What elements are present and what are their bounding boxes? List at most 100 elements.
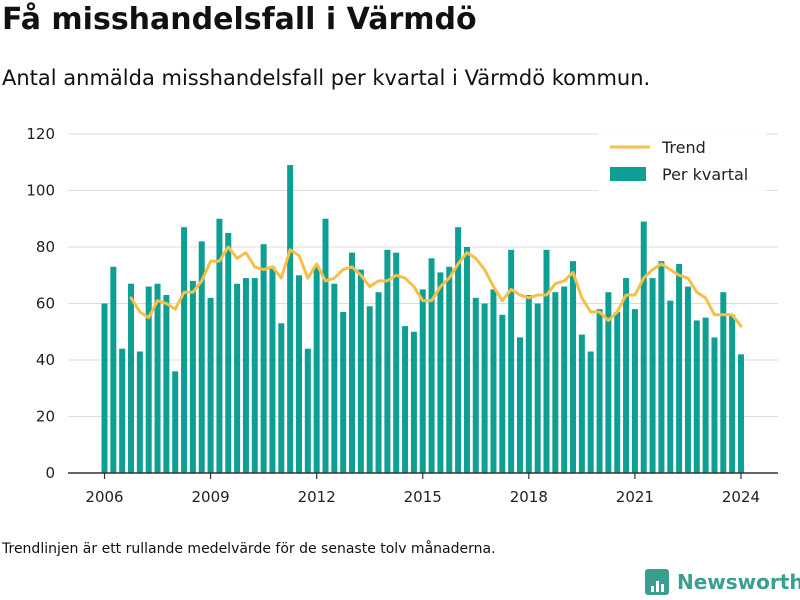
x-axis: 2006 2009 2012 2015 2018 2021 2024 (68, 472, 778, 506)
bar (543, 249, 550, 473)
bar (490, 289, 497, 474)
brand-name: Newsworthy (677, 570, 800, 594)
bar (269, 266, 276, 473)
bar (570, 261, 577, 474)
bar (331, 283, 338, 473)
trend-series (129, 245, 743, 328)
x-tick-label: 2006 (85, 488, 123, 506)
bar (260, 244, 267, 473)
bar (605, 292, 612, 473)
bar (242, 278, 249, 473)
y-tick-label: 60 (36, 295, 55, 313)
bar (631, 309, 638, 473)
bar (340, 311, 347, 473)
bar (623, 278, 630, 473)
x-tick-label: 2015 (404, 488, 442, 506)
bar (375, 292, 382, 473)
bar (172, 371, 179, 473)
bar (720, 292, 727, 473)
bar (658, 261, 665, 474)
legend-bar-swatch (610, 167, 646, 181)
bar (516, 337, 523, 473)
bar (419, 289, 426, 474)
bar (711, 337, 718, 473)
y-tick-label: 40 (36, 351, 55, 369)
y-axis-ticks: 0 20 40 60 80 100 120 (26, 125, 55, 482)
bar (234, 283, 241, 473)
bar (278, 323, 285, 473)
bar (287, 165, 294, 473)
bar (384, 249, 391, 473)
bar (119, 348, 126, 473)
x-tick-label: 2021 (616, 488, 654, 506)
brand-logo-area: Newsworthy (645, 569, 800, 595)
y-tick-label: 0 (45, 464, 55, 482)
bar (552, 292, 559, 473)
bar (596, 309, 603, 473)
bar (128, 283, 135, 473)
bar (251, 278, 258, 473)
bar (534, 303, 541, 473)
bar (357, 269, 364, 473)
bar (446, 266, 453, 473)
bar (189, 280, 196, 473)
bar (561, 286, 568, 473)
bar (207, 297, 214, 473)
x-tick-label: 2018 (510, 488, 548, 506)
bar (366, 306, 373, 473)
bar (163, 295, 170, 473)
bar (225, 232, 232, 474)
bar (640, 221, 647, 473)
bar (499, 314, 506, 473)
bar (110, 266, 117, 473)
bar (737, 354, 744, 473)
bar (393, 252, 400, 473)
bar (614, 311, 621, 473)
bar (667, 300, 674, 473)
bar (295, 275, 302, 473)
bar (402, 326, 409, 473)
bar (649, 278, 656, 473)
bar (702, 317, 709, 474)
bar (578, 334, 585, 473)
chart-subtitle: Antal anmälda misshandelsfall per kvarta… (2, 66, 651, 90)
bar (481, 303, 488, 473)
bar-series (101, 165, 744, 474)
y-tick-label: 100 (26, 182, 55, 200)
bar-line-chart: 0 20 40 60 80 100 120 2006 2009 2012 2015 2018 2021… (26, 125, 778, 506)
bar (322, 218, 329, 473)
trend-line (129, 245, 743, 328)
bar (693, 320, 700, 473)
bar (304, 348, 311, 473)
y-tick-label: 80 (36, 238, 55, 256)
bar (181, 227, 188, 473)
bar (676, 263, 683, 473)
bar (101, 303, 108, 473)
bar (428, 258, 435, 473)
bar (455, 227, 462, 473)
y-tick-label: 120 (26, 125, 55, 143)
bar (508, 249, 515, 473)
bar (349, 252, 356, 473)
bar (410, 331, 417, 473)
bar (313, 266, 320, 473)
bar (198, 241, 205, 473)
newsworthy-logo-icon (645, 569, 669, 595)
legend-bar-label: Per kvartal (662, 165, 748, 184)
bar (154, 283, 161, 473)
y-tick-label: 20 (36, 408, 55, 426)
bar (684, 286, 691, 473)
bar (472, 297, 479, 473)
bar (437, 272, 444, 473)
bar (729, 314, 736, 473)
bar (216, 218, 223, 473)
bar (136, 351, 143, 473)
chart-title: Få misshandelsfall i Värmdö (2, 2, 477, 37)
x-tick-label: 2012 (298, 488, 336, 506)
bar (587, 351, 594, 473)
legend: Trend Per kvartal (598, 131, 766, 191)
legend-trend-label: Trend (661, 138, 706, 157)
bar (463, 247, 470, 473)
footnote: Trendlinjen är ett rullande medelvärde f… (2, 541, 496, 557)
bar (145, 286, 152, 473)
